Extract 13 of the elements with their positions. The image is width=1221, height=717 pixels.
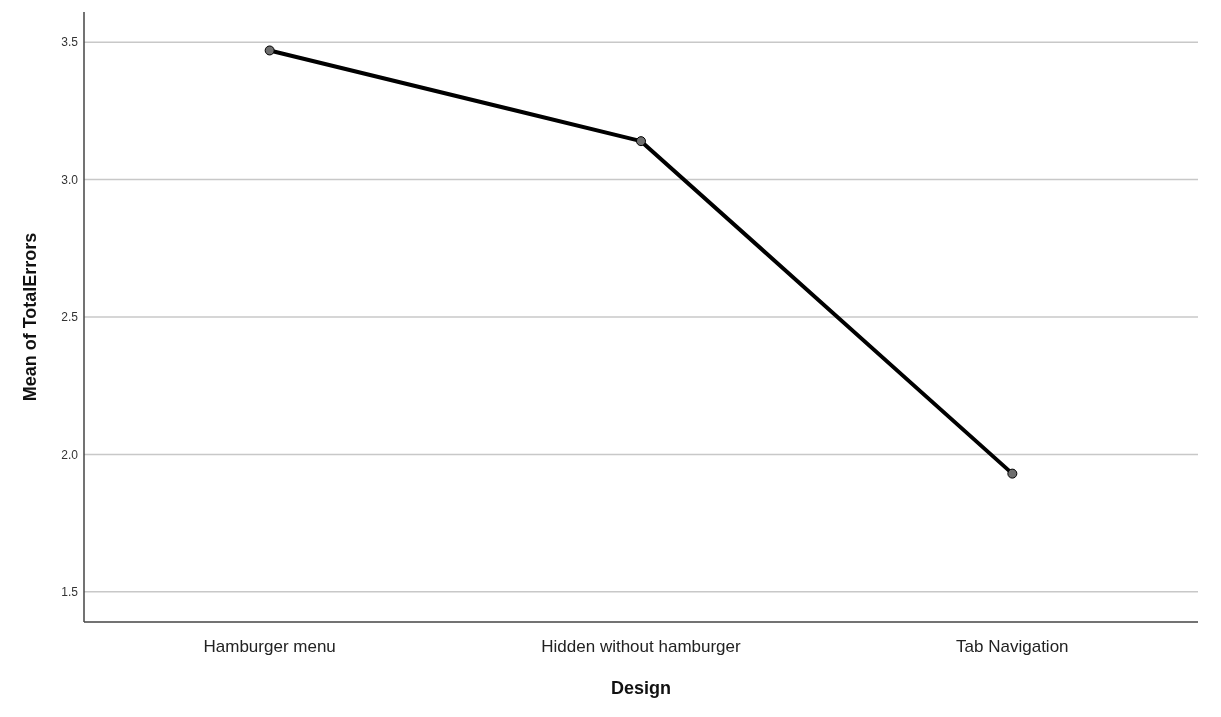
x-tick-label: Hamburger menu [203, 637, 336, 656]
x-axis-title: Design [610, 678, 672, 698]
point [636, 136, 646, 147]
x-tick-label: Tab Navigation [956, 637, 1069, 656]
y-tick-label: 2.5 [61, 310, 79, 325]
x-tick-label: Hidden without hamburger [541, 637, 742, 656]
point [264, 45, 275, 56]
point [1007, 468, 1018, 479]
y-axis-title: Mean of TotalErrors [20, 232, 40, 402]
y-tick-label: 3.0 [61, 172, 79, 187]
y-tick-label: 1.5 [61, 584, 79, 599]
y-tick-label: 2.0 [61, 447, 79, 462]
y-tick-label: 3.5 [61, 35, 79, 50]
